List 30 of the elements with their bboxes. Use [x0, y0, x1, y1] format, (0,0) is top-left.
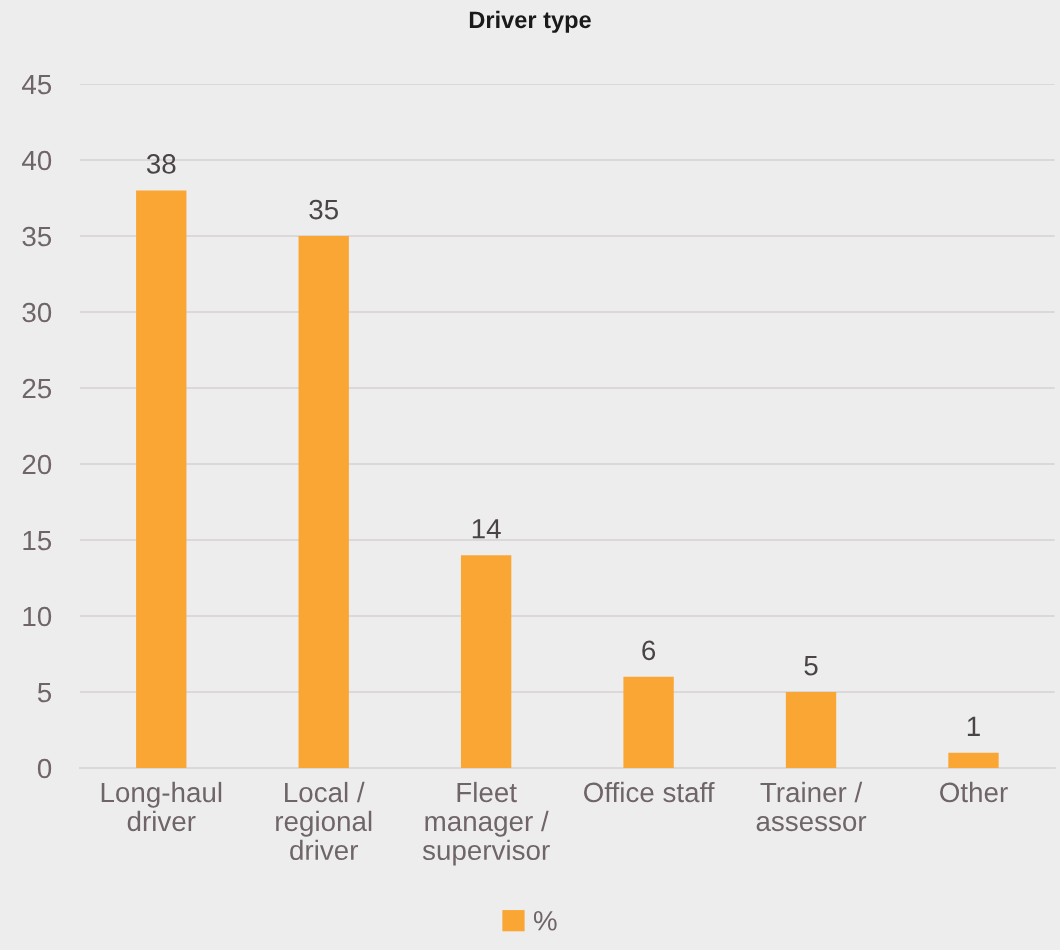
data-label: 38 — [146, 154, 176, 174]
y-tick-label: 15 — [23, 530, 52, 551]
data-label: 35 — [309, 199, 338, 220]
y-tick-label: 25 — [22, 378, 52, 399]
y-tick-label: 5 — [37, 682, 52, 703]
data-label: 5 — [804, 655, 818, 676]
bar — [136, 190, 187, 768]
x-tick-label: Other — [940, 781, 1008, 803]
bar — [785, 691, 837, 768]
data-label: 14 — [472, 519, 501, 539]
data-label: 1 — [967, 716, 980, 736]
y-tick-label: 20 — [22, 454, 52, 475]
x-tick-label: Long-haul driver — [101, 781, 222, 832]
bar — [623, 676, 674, 768]
x-tick-label: Fleet manager / supervisor — [422, 781, 550, 866]
data-label: 6 — [642, 640, 656, 661]
y-tick-label: 40 — [22, 150, 52, 171]
x-tick-label: Trainer / assessor — [756, 781, 867, 832]
y-tick-label: 0 — [37, 758, 52, 779]
x-tick-label: Local / regional driver — [276, 781, 372, 861]
bar — [948, 752, 999, 768]
legend-label: % — [533, 911, 557, 931]
bar — [298, 235, 349, 768]
y-tick-label: 10 — [23, 606, 52, 627]
bar — [460, 555, 512, 768]
y-tick-label: 45 — [22, 74, 52, 95]
y-tick-label: 30 — [22, 302, 52, 323]
x-tick-label: Office staff — [584, 781, 715, 803]
chart-title: Driver type — [469, 10, 591, 33]
y-tick-label: 35 — [22, 226, 52, 247]
